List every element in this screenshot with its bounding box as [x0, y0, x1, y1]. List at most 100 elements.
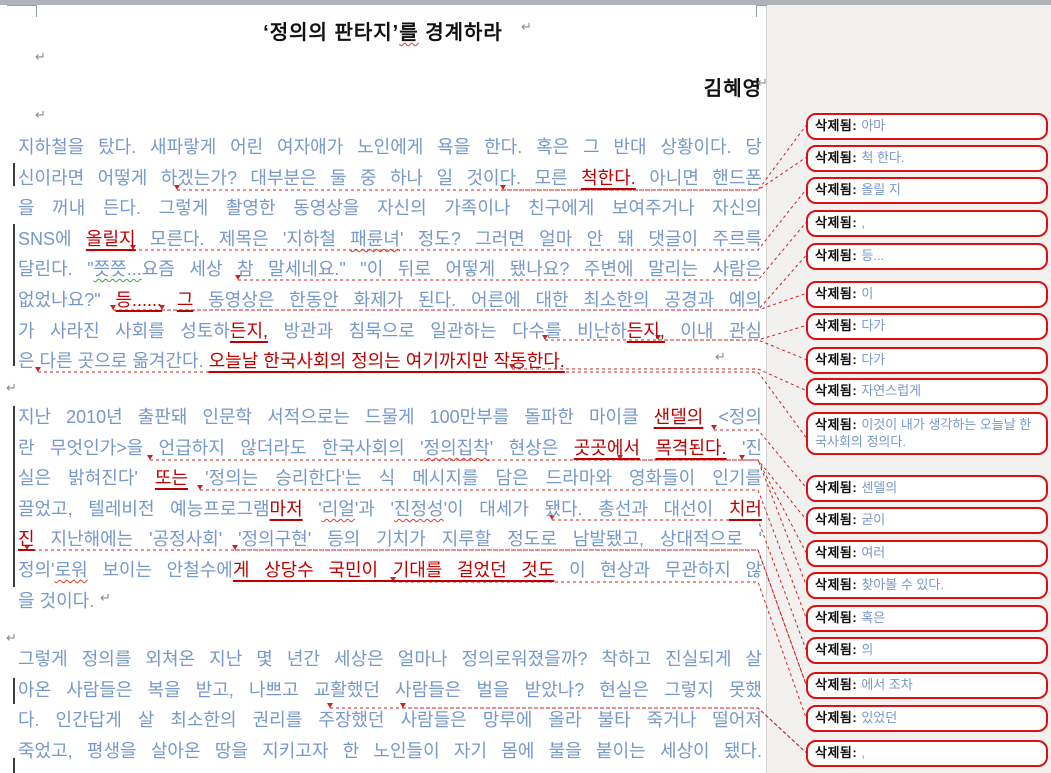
deletion-balloon[interactable]: 삭제됨: , — [806, 210, 1048, 237]
body-text: ' 현상은 — [489, 438, 574, 458]
body-text: 아니면 핸드폰 — [635, 168, 762, 188]
text-line[interactable]: 없었나요?" 등...... 그 동영상은 한동안 화제가 된다. 어른에 대한… — [18, 289, 762, 319]
deletion-balloon[interactable]: 삭제됨: 있었던 — [806, 705, 1048, 732]
body-text: '정의는 승리한다'는 식 메시지를 담은 드라마와 영화들이 인기를 — [188, 468, 762, 488]
deleted-label: 삭제됨: — [815, 286, 862, 301]
text-line[interactable]: 가 사라진 사회를 성토하든지, 방관과 침묵으로 일관하는 다수를 비난하든지… — [18, 320, 762, 350]
pilcrow-mark: ↵ — [35, 49, 46, 64]
body-text: 지하철을 탔다. 새파랗게 어린 여자애가 노인에게 욕을 한다. 혹은 그 반… — [18, 137, 762, 157]
deleted-label: 삭제됨: — [815, 642, 862, 657]
deletion-balloon[interactable]: 삭제됨: 굳이 — [806, 507, 1048, 534]
inserted-text: 치러 — [728, 499, 762, 519]
text-line[interactable]: 죽었고, 평생을 살아온 땅을 지키고자 한 노인들이 자기 몸에 불을 붙이는… — [18, 740, 762, 770]
deletion-balloon[interactable]: 삭제됨: , — [806, 740, 1048, 767]
body-text: 요즘 세상 참 말세네요." "이 뒤로 어떻게 됐나요? 주변에 말리는 사람… — [141, 259, 762, 279]
deleted-label: 삭제됨: — [815, 710, 862, 725]
deleted-text: 혹은 — [861, 610, 886, 625]
text-line[interactable]: 란 무엇인가>을 언급하지 않더라도 한국사회의 '정의집착' 현상은 곳곳에서… — [18, 437, 762, 467]
deletion-balloon[interactable]: 삭제됨: 찾아볼 수 있다. — [806, 572, 1048, 599]
body-text: '진 — [726, 438, 762, 458]
text-line[interactable]: 진 지난해에는 '공정사회' '정의구현' 등의 기치가 지루할 정도로 남발됐… — [18, 528, 762, 558]
deletion-balloon[interactable]: 삭제됨: 여러 — [806, 540, 1048, 567]
text-line[interactable]: 을 것이다. — [18, 590, 762, 620]
change-bar — [13, 163, 15, 186]
deleted-label: 삭제됨: — [815, 248, 862, 263]
change-bar — [13, 678, 15, 704]
body-text: 경계하라 — [418, 22, 503, 44]
body-text: <정의 — [703, 407, 762, 427]
deleted-text: 굳이 — [861, 512, 886, 527]
text-line[interactable]: 지난 2010년 출판돼 인문학 서적으로는 드물게 100만부를 돌파한 마이… — [18, 406, 762, 436]
deletion-balloon[interactable]: 삭제됨: 에서 조차 — [806, 672, 1048, 699]
text-line[interactable]: 다. 인간답게 살 최소한의 권리를 주장했던 사람들은 망루에 올라 불타 죽… — [18, 709, 762, 739]
text-line[interactable]: 끌었고, 텔레비전 예능프로그램마저 '리얼'과 '진정성'이 대세가 됐다. … — [18, 498, 762, 528]
body-text: SNS에 — [18, 229, 86, 249]
body-text — [162, 290, 177, 310]
body-text: '과 ' — [354, 499, 394, 519]
page-top-edge — [0, 0, 1051, 5]
text-line[interactable]: SNS에 올릴지 모른다. 제목은 '지하철 패륜녀' 정도? 그러면 얼마 안… — [18, 228, 762, 258]
text-line[interactable]: 신이라면 어떻게 하겠는가? 대부분은 둘 중 하나 일 것이다. 모른 척한다… — [18, 167, 762, 197]
change-bar — [13, 406, 15, 587]
deletion-balloon[interactable]: 삭제됨: 자연스럽게 — [806, 378, 1048, 405]
inserted-text: 올릴지 — [85, 229, 136, 249]
deleted-text: 척 한다. — [861, 150, 905, 165]
text-line[interactable]: 지하철을 탔다. 새파랗게 어린 여자애가 노인에게 욕을 한다. 혹은 그 반… — [18, 136, 762, 166]
inserted-text: 게 상당수 국민이 기대를 걸었던 것도 — [232, 560, 555, 580]
deleted-text: 있었던 — [861, 710, 898, 725]
inserted-text: 마저 — [269, 499, 303, 519]
inserted-text: 든지, — [229, 321, 269, 341]
text-line[interactable]: 은 다른 곳으로 옮겨간다. 오늘날 한국사회의 정의는 여기까지만 작동한다. — [18, 350, 762, 380]
body-text: 를 — [399, 22, 419, 44]
body-text: 그렇게 정의를 외쳐온 지난 몇 년간 세상은 얼마나 정의로워졌을까? 착하고… — [18, 649, 762, 669]
document-title: ‘정의의 판타지’를 경계하라 — [18, 16, 748, 45]
deletion-balloon[interactable]: 삭제됨: 혹은 — [806, 605, 1048, 632]
deletion-balloon[interactable]: 삭제됨: 등... — [806, 243, 1048, 270]
deletion-balloon[interactable]: 삭제됨: 아마 — [806, 113, 1048, 140]
inserted-text: 목격된다. — [655, 438, 727, 458]
body-text: 동영상은 한동안 화제가 된다. 어른에 대한 최소한의 공경과 예의 — [193, 290, 762, 310]
deletion-balloon[interactable]: 삭제됨: 이것이 내가 생각하는 오늘날 한국사회의 정의다. — [806, 412, 1048, 455]
deleted-label: 삭제됨: — [815, 545, 862, 560]
deletion-balloon[interactable]: 삭제됨: 올릴 지 — [806, 177, 1048, 204]
text-boundary-corner-right — [756, 5, 767, 17]
pilcrow-mark: ↵ — [6, 380, 17, 395]
body-text: 정의집착 — [423, 438, 490, 458]
text-line[interactable]: 정의'로워 보이는 안철수에게 상당수 국민이 기대를 걸었던 것도 이 현상과… — [18, 559, 762, 589]
body-text: ' 정도? 그러면 얼마 안 돼 댓글이 주르륵 — [399, 229, 762, 249]
deleted-text: , — [861, 745, 865, 760]
deletion-balloon[interactable]: 삭제됨: 다가 — [806, 313, 1048, 340]
text-line[interactable]: 그렇게 정의를 외쳐온 지난 몇 년간 세상은 얼마나 정의로워졌을까? 착하고… — [18, 648, 762, 678]
deletion-balloon[interactable]: 삭제됨: 센델의 — [806, 475, 1048, 502]
deleted-label: 삭제됨: — [815, 150, 862, 165]
change-bar — [13, 224, 15, 366]
deleted-text: 센델의 — [861, 480, 898, 495]
deleted-text: 이것이 내가 생각하는 오늘날 한국사회의 정의다. — [815, 417, 1032, 449]
deleted-label: 삭제됨: — [815, 118, 862, 133]
pilcrow-mark: ↵ — [715, 349, 726, 364]
body-text: 진정성 — [393, 499, 444, 519]
deleted-label: 삭제됨: — [815, 577, 862, 592]
body-text: 정의' — [18, 560, 55, 580]
deletion-balloon[interactable]: 삭제됨: 척 한다. — [806, 145, 1048, 172]
body-text: 방관과 침묵으로 일관하는 다수를 비난하 — [268, 321, 627, 341]
deleted-text: , — [861, 215, 865, 230]
body-text: 은 다른 곳으로 옮겨간다. — [18, 351, 209, 371]
deletion-balloon[interactable]: 삭제됨: 이 — [806, 281, 1048, 308]
body-text: 보이는 안철수에 — [87, 560, 233, 580]
change-bar — [13, 758, 15, 773]
text-line[interactable]: 실은 밝혀진다' 또는 '정의는 승리한다'는 식 메시지를 담은 드라마와 영… — [18, 467, 762, 497]
deleted-label: 삭제됨: — [815, 512, 862, 527]
deletion-balloon[interactable]: 삭제됨: 의 — [806, 637, 1048, 664]
body-text: 가 사라진 사회를 성토하 — [18, 321, 230, 341]
deletion-balloon[interactable]: 삭제됨: 다가 — [806, 347, 1048, 374]
body-text: 란 무엇인가>을 언급하지 않더라도 한국사회의 ' — [18, 438, 424, 458]
text-line[interactable]: 을 꺼내 든다. 그렇게 촬영한 동영상을 자신의 가족이나 친구에게 보여주거… — [18, 197, 762, 227]
text-line[interactable]: 달린다. "쯧쯧...요즘 세상 참 말세네요." "이 뒤로 어떻게 됐나요?… — [18, 258, 762, 288]
body-text: '이 대세가 됐다. 총선과 대선이 — [443, 499, 729, 519]
body-text: ‘정의의 판타지’ — [263, 22, 400, 44]
text-line[interactable]: 아온 사람들은 복을 받고, 나쁘고 교활했던 사람들은 벌을 받았나? 현실은… — [18, 679, 762, 709]
deleted-text: 의 — [861, 642, 874, 657]
pilcrow-mark: ↵ — [6, 630, 17, 645]
